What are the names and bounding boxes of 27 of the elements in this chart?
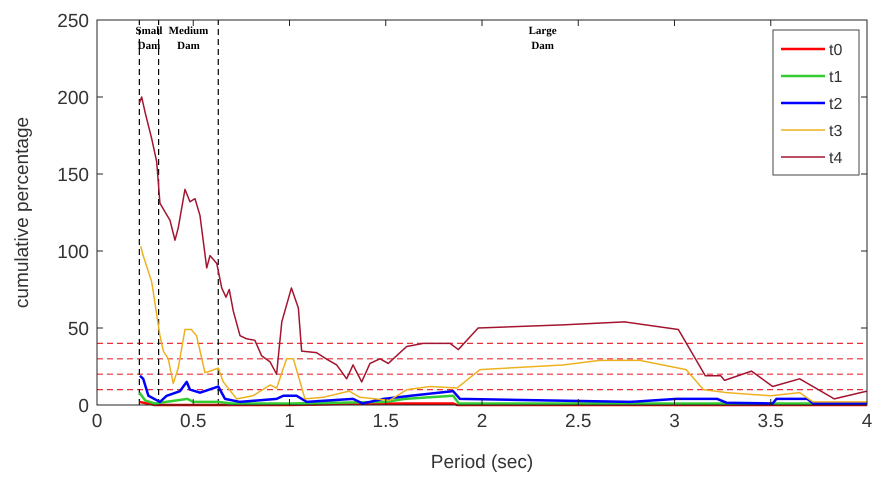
legend-label: t1	[829, 69, 842, 86]
annotation: Medium Dam	[168, 25, 208, 52]
x-tick-label: 0	[92, 411, 102, 432]
legend-label: t3	[829, 123, 842, 140]
annotation: Large Dam	[528, 25, 557, 52]
y-tick-label: 50	[68, 319, 89, 340]
legend-label: t4	[829, 150, 842, 167]
line-series	[138, 374, 868, 405]
line-series	[140, 246, 868, 403]
x-tick-label: 1	[284, 411, 295, 432]
x-tick-label: 2	[476, 411, 488, 432]
x-tick-label: 0.5	[180, 411, 206, 432]
x-tick-label: 2.5	[565, 411, 592, 432]
y-tick-label: 200	[57, 88, 89, 109]
y-tick-label: 250	[57, 11, 89, 32]
y-axis-title: cumulative percentage	[12, 116, 33, 308]
x-tick-label: 3	[669, 411, 680, 432]
line-series	[138, 96, 868, 400]
y-tick-label: 100	[57, 242, 89, 263]
x-axis-title: Period (sec)	[430, 452, 534, 473]
legend-label: t2	[829, 96, 842, 113]
y-tick-label: 0	[78, 396, 89, 417]
legend-label: t0	[829, 42, 842, 59]
y-tick-label: 150	[57, 165, 89, 186]
x-tick-label: 1.5	[372, 411, 399, 432]
x-tick-label: 3.5	[758, 411, 784, 432]
x-tick-label: 4	[862, 411, 873, 432]
